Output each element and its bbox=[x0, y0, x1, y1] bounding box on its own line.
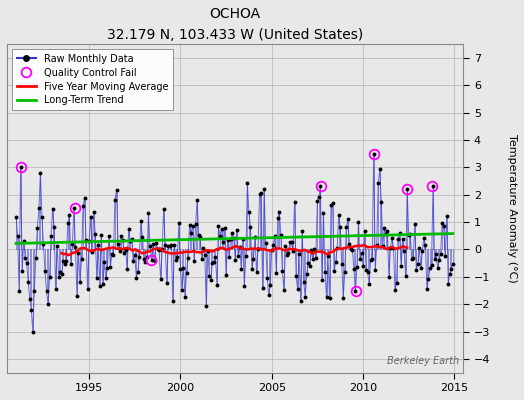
Title: OCHOA
32.179 N, 103.433 W (United States): OCHOA 32.179 N, 103.433 W (United States… bbox=[107, 7, 363, 42]
Text: Berkeley Earth: Berkeley Earth bbox=[387, 356, 459, 366]
Y-axis label: Temperature Anomaly (°C): Temperature Anomaly (°C) bbox=[507, 134, 517, 283]
Legend: Raw Monthly Data, Quality Control Fail, Five Year Moving Average, Long-Term Tren: Raw Monthly Data, Quality Control Fail, … bbox=[12, 49, 173, 110]
